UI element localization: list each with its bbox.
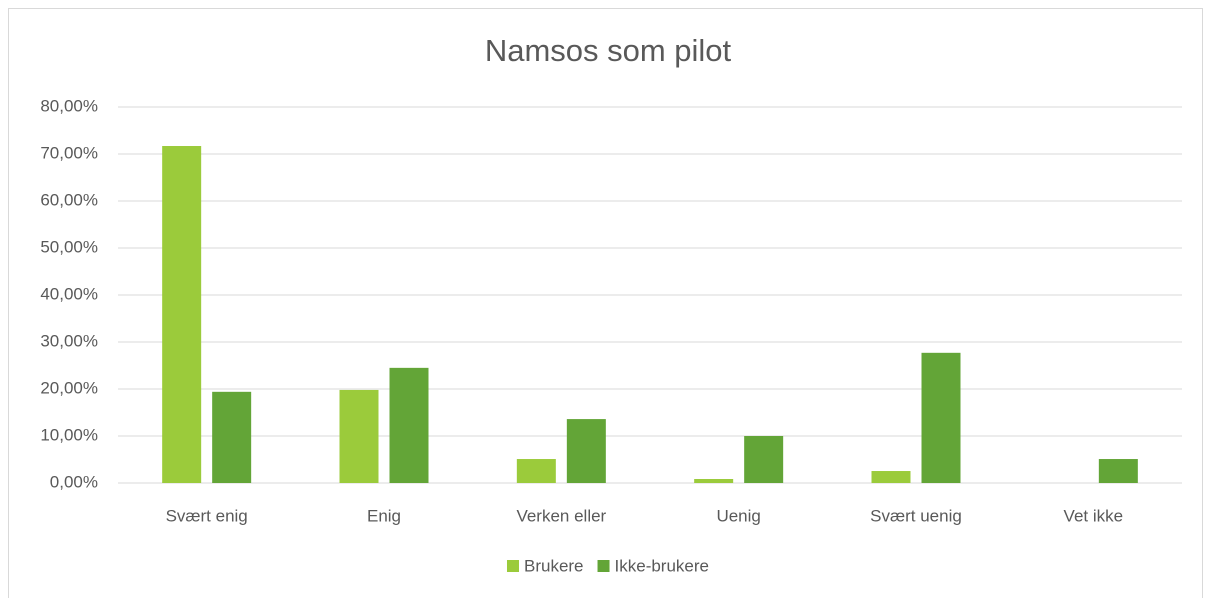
x-tick-label: Vet ikke: [1064, 506, 1124, 525]
legend-label: Ikke-brukere: [615, 556, 709, 575]
x-tick-label: Svært uenig: [870, 506, 962, 525]
bar: [516, 459, 556, 483]
bar: [744, 436, 784, 483]
legend-swatch: [506, 560, 519, 572]
bar: [389, 367, 429, 483]
y-tick-label: 60,00%: [40, 190, 98, 209]
bar: [162, 146, 202, 483]
y-tick-label: 80,00%: [40, 96, 98, 115]
x-tick-label: Svært enig: [166, 506, 248, 525]
y-tick-label: 30,00%: [40, 331, 98, 350]
bar: [921, 352, 961, 483]
bar: [339, 389, 379, 483]
bar: [1098, 459, 1138, 483]
y-tick-label: 10,00%: [40, 425, 98, 444]
y-tick-label: 40,00%: [40, 284, 98, 303]
legend-label: Brukere: [524, 556, 584, 575]
y-tick-label: 20,00%: [40, 378, 98, 397]
bar: [212, 391, 252, 483]
legend-swatch: [597, 560, 610, 572]
y-tick-label: 50,00%: [40, 237, 98, 256]
y-tick-label: 70,00%: [40, 143, 98, 162]
bar: [694, 479, 734, 483]
x-tick-label: Verken eller: [516, 506, 606, 525]
x-tick-label: Uenig: [716, 506, 760, 525]
bar: [566, 419, 606, 483]
chart-title: Namsos som pilot: [485, 33, 732, 68]
bar: [871, 471, 911, 483]
x-tick-label: Enig: [367, 506, 401, 525]
y-tick-label: 0,00%: [50, 472, 98, 491]
